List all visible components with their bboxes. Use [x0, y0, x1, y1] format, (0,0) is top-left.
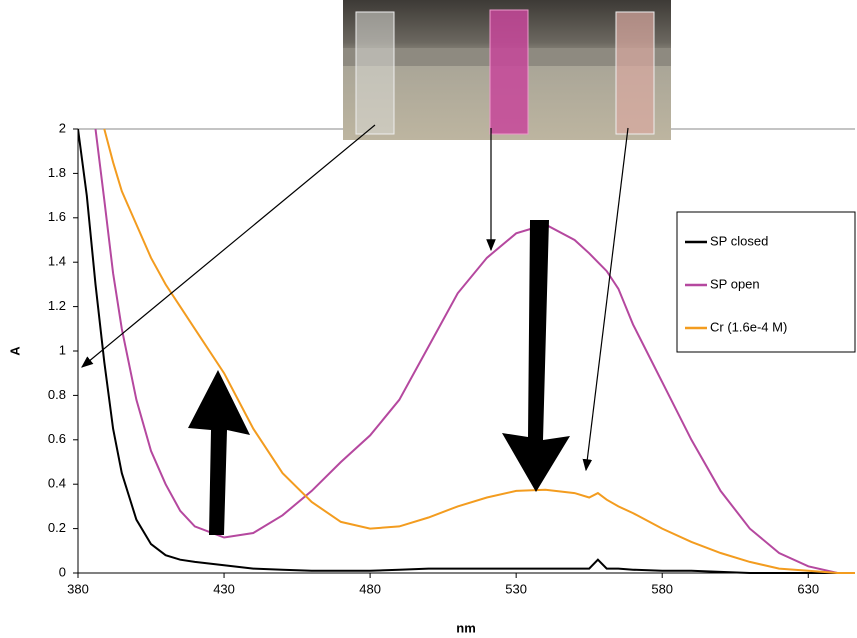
y-tick-label: 1: [59, 342, 66, 357]
photo: [343, 0, 671, 140]
x-tick-label: 530: [505, 581, 527, 596]
x-axis-label: nm: [456, 620, 476, 635]
y-tick-label: 0.4: [48, 476, 66, 491]
y-tick-label: 2: [59, 120, 66, 135]
legend: SP closed SP open Cr (1.6e-4 M): [676, 211, 856, 353]
thick-arrow-up: [188, 370, 250, 535]
cuvette-clear: [355, 11, 395, 135]
thick-arrow-down: [502, 220, 570, 492]
y-axis-label: A: [7, 346, 22, 356]
x-tick-label: 480: [359, 581, 381, 596]
cuvette-pale: [615, 11, 655, 135]
plot-area: [78, 128, 855, 574]
arrow: [582, 127, 629, 472]
x-tick-label: 580: [651, 581, 673, 596]
series-line: [94, 128, 855, 574]
legend-label: SP closed: [710, 233, 768, 248]
series-line: [103, 128, 855, 574]
y-tick-label: 0: [59, 564, 66, 579]
y-tick-label: 1.4: [48, 254, 66, 269]
cuvette-pink: [489, 9, 529, 135]
y-tick-label: 1.2: [48, 298, 66, 313]
y-tick-label: 0.2: [48, 520, 66, 535]
x-tick-label: 380: [67, 581, 89, 596]
series-line: [78, 128, 855, 574]
y-tick-label: 1.8: [48, 165, 66, 180]
legend-label: SP open: [710, 276, 760, 291]
legend-label: Cr (1.6e-4 M): [710, 319, 787, 334]
x-tick-label: 630: [797, 581, 819, 596]
y-tick-label: 1.6: [48, 209, 66, 224]
y-tick-label: 0.8: [48, 387, 66, 402]
axes: 0 0.2 0.4 0.6 0.8 1 1.2 1.4 1.6 1.8 2 380 430 480 530 5…: [48, 120, 855, 596]
y-tick-label: 0.6: [48, 431, 66, 446]
annotation-arrows: [81, 124, 629, 472]
x-tick-label: 430: [213, 581, 235, 596]
arrow: [81, 124, 376, 368]
